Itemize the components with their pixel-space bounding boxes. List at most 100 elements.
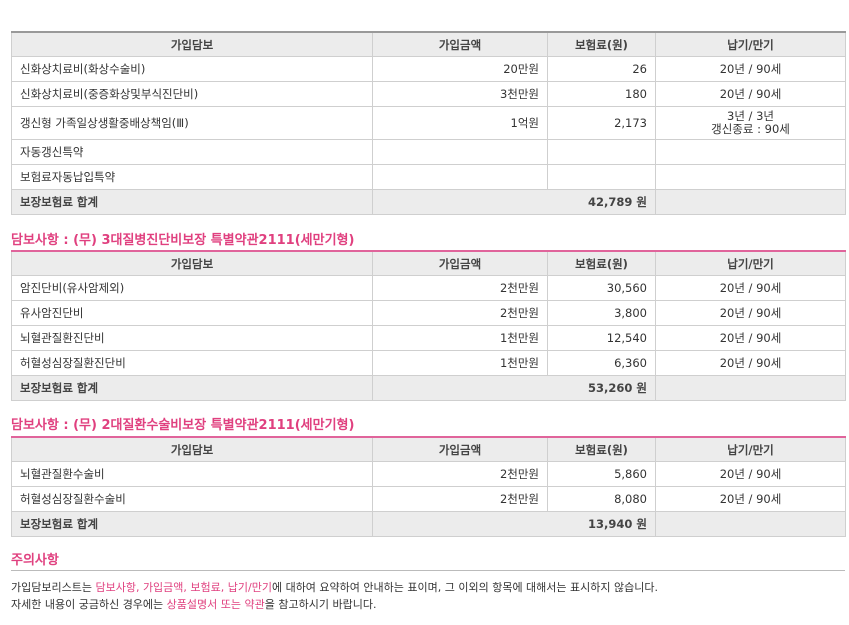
- coverage-amount: [372, 139, 548, 165]
- coverage-amount: 1천만원: [372, 325, 548, 351]
- notice-line-1: 가입담보리스트는 담보사항, 가입금액, 보험료, 납기/만기에 대하여 요약하…: [11, 579, 658, 595]
- total-premium: 42,789 원: [372, 189, 656, 215]
- coverage-term: 20년 / 90세: [655, 300, 846, 326]
- coverage-premium: 8,080: [547, 486, 656, 512]
- coverage-premium: 12,540: [547, 325, 656, 351]
- coverage-table-3: 가입담보 가입금액 보험료(원) 납기/만기 뇌혈관질환수술비 2천만원 5,8…: [11, 436, 846, 537]
- notice-title: 주의사항: [11, 553, 59, 568]
- coverage-premium: [547, 164, 656, 190]
- col-premium: 보험료(원): [547, 250, 656, 276]
- total-empty: [655, 511, 846, 537]
- notice-line-2: 자세한 내용이 궁금하신 경우에는 상품설명서 또는 약관을 참고하시기 바랍니…: [11, 596, 376, 612]
- total-row: 보장보험료 합계 42,789 원: [11, 189, 846, 215]
- coverage-amount: 1천만원: [372, 350, 548, 376]
- col-amount: 가입금액: [372, 31, 548, 57]
- total-label: 보장보험료 합계: [11, 189, 373, 215]
- coverage-premium: 30,560: [547, 275, 656, 301]
- table-row: 허혈성심장질환진단비 1천만원 6,360 20년 / 90세: [11, 350, 846, 376]
- total-empty: [655, 375, 846, 401]
- coverage-name: 신화상치료비(중증화상및부식진단비): [11, 81, 373, 107]
- coverage-table: 가입담보 가입금액 보험료(원) 납기/만기 암진단비(유사암제외) 2천만원 …: [11, 250, 846, 401]
- coverage-premium: 180: [547, 81, 656, 107]
- notice-text: 가입담보리스트는: [11, 581, 96, 594]
- total-label: 보장보험료 합계: [11, 375, 373, 401]
- table-row: 뇌혈관질환진단비 1천만원 12,540 20년 / 90세: [11, 325, 846, 351]
- coverage-term: 20년 / 90세: [655, 56, 846, 82]
- coverage-term: 20년 / 90세: [655, 461, 846, 487]
- col-coverage: 가입담보: [11, 436, 373, 462]
- coverage-amount: 2천만원: [372, 300, 548, 326]
- coverage-amount: 20만원: [372, 56, 548, 82]
- total-empty: [655, 189, 846, 215]
- coverage-term: 20년 / 90세: [655, 486, 846, 512]
- coverage-table-2: 가입담보 가입금액 보험료(원) 납기/만기 암진단비(유사암제외) 2천만원 …: [11, 250, 846, 401]
- coverage-term: 20년 / 90세: [655, 81, 846, 107]
- coverage-amount: 3천만원: [372, 81, 548, 107]
- section-title: 담보사항 : (무) 2대질환수술비보장 특별약관2111(세만기형): [11, 418, 355, 433]
- coverage-name: 뇌혈관질환진단비: [11, 325, 373, 351]
- coverage-table-1: 가입담보 가입금액 보험료(원) 납기/만기 신화상치료비(화상수술비) 20만…: [11, 31, 846, 215]
- col-term: 납기/만기: [655, 250, 846, 276]
- notice-text: 을 참고하시기 바랍니다.: [264, 598, 377, 611]
- col-coverage: 가입담보: [11, 250, 373, 276]
- table-row: 신화상치료비(중증화상및부식진단비) 3천만원 180 20년 / 90세: [11, 81, 846, 107]
- coverage-amount: 2천만원: [372, 486, 548, 512]
- table-row: 보험료자동납입특약: [11, 164, 846, 190]
- coverage-premium: 2,173: [547, 106, 656, 140]
- coverage-premium: 3,800: [547, 300, 656, 326]
- coverage-name: 허혈성심장질환진단비: [11, 350, 373, 376]
- coverage-table: 가입담보 가입금액 보험료(원) 납기/만기 뇌혈관질환수술비 2천만원 5,8…: [11, 436, 846, 537]
- coverage-term: 20년 / 90세: [655, 275, 846, 301]
- section-title: 담보사항 : (무) 3대질병진단비보장 특별약관2111(세만기형): [11, 233, 355, 248]
- divider: [11, 570, 845, 571]
- total-row: 보장보험료 합계 13,940 원: [11, 511, 846, 537]
- coverage-name: 자동갱신특약: [11, 139, 373, 165]
- col-amount: 가입금액: [372, 250, 548, 276]
- coverage-name: 신화상치료비(화상수술비): [11, 56, 373, 82]
- coverage-term: [655, 139, 846, 165]
- coverage-term: 3년 / 3년 갱신종료 : 90세: [655, 106, 846, 140]
- coverage-name: 허혈성심장질환수술비: [11, 486, 373, 512]
- table-header-row: 가입담보 가입금액 보험료(원) 납기/만기: [11, 250, 846, 276]
- coverage-name: 암진단비(유사암제외): [11, 275, 373, 301]
- coverage-amount: [372, 164, 548, 190]
- coverage-amount: 2천만원: [372, 461, 548, 487]
- col-premium: 보험료(원): [547, 436, 656, 462]
- table-row: 신화상치료비(화상수술비) 20만원 26 20년 / 90세: [11, 56, 846, 82]
- coverage-amount: 1억원: [372, 106, 548, 140]
- coverage-premium: 5,860: [547, 461, 656, 487]
- coverage-name: 갱신형 가족일상생활중배상책임(Ⅲ): [11, 106, 373, 140]
- total-premium: 13,940 원: [372, 511, 656, 537]
- table-header-row: 가입담보 가입금액 보험료(원) 납기/만기: [11, 436, 846, 462]
- table-row: 허혈성심장질환수술비 2천만원 8,080 20년 / 90세: [11, 486, 846, 512]
- coverage-name: 보험료자동납입특약: [11, 164, 373, 190]
- col-coverage: 가입담보: [11, 31, 373, 57]
- table-row: 암진단비(유사암제외) 2천만원 30,560 20년 / 90세: [11, 275, 846, 301]
- coverage-name: 유사암진단비: [11, 300, 373, 326]
- table-header-row: 가입담보 가입금액 보험료(원) 납기/만기: [11, 31, 846, 57]
- notice-text: 자세한 내용이 궁금하신 경우에는: [11, 598, 167, 611]
- col-amount: 가입금액: [372, 436, 548, 462]
- total-row: 보장보험료 합계 53,260 원: [11, 375, 846, 401]
- coverage-term: [655, 164, 846, 190]
- total-label: 보장보험료 합계: [11, 511, 373, 537]
- coverage-term: 20년 / 90세: [655, 350, 846, 376]
- term-line: 3년 / 3년: [727, 109, 774, 123]
- table-row: 갱신형 가족일상생활중배상책임(Ⅲ) 1억원 2,173 3년 / 3년 갱신종…: [11, 106, 846, 140]
- coverage-table: 가입담보 가입금액 보험료(원) 납기/만기 신화상치료비(화상수술비) 20만…: [11, 31, 846, 215]
- table-row: 자동갱신특약: [11, 139, 846, 165]
- col-term: 납기/만기: [655, 31, 846, 57]
- total-premium: 53,260 원: [372, 375, 656, 401]
- coverage-name: 뇌혈관질환수술비: [11, 461, 373, 487]
- renewal-end: 갱신종료 : 90세: [711, 122, 790, 136]
- coverage-term: 20년 / 90세: [655, 325, 846, 351]
- coverage-premium: 6,360: [547, 350, 656, 376]
- col-premium: 보험료(원): [547, 31, 656, 57]
- coverage-amount: 2천만원: [372, 275, 548, 301]
- coverage-premium: [547, 139, 656, 165]
- notice-highlight: 상품설명서 또는 약관: [166, 598, 265, 611]
- table-row: 뇌혈관질환수술비 2천만원 5,860 20년 / 90세: [11, 461, 846, 487]
- col-term: 납기/만기: [655, 436, 846, 462]
- table-row: 유사암진단비 2천만원 3,800 20년 / 90세: [11, 300, 846, 326]
- notice-highlight: 담보사항, 가입금액, 보험료, 납기/만기: [95, 581, 272, 594]
